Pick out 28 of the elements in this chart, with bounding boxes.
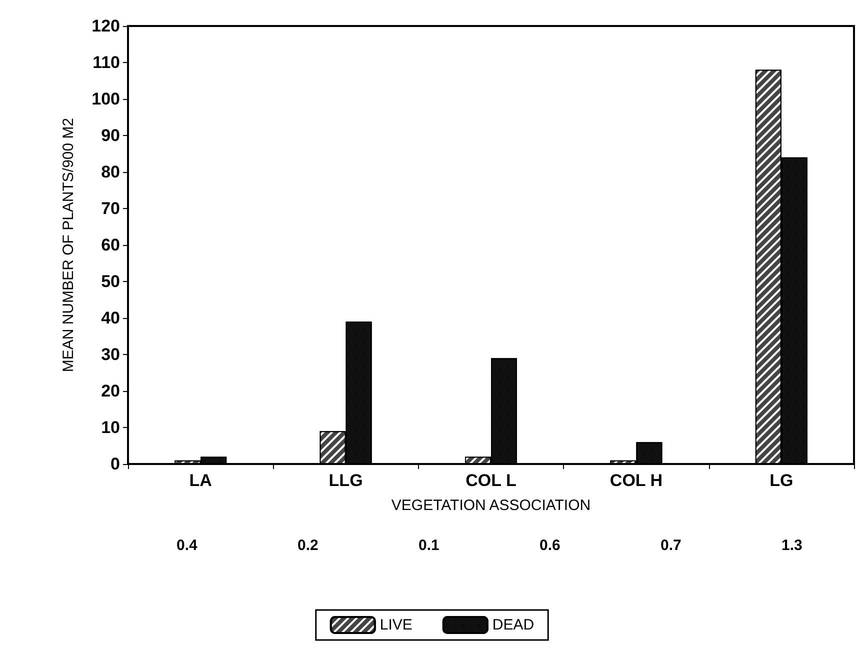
legend-label: DEAD bbox=[492, 616, 534, 634]
x-tick-label: COL L bbox=[466, 471, 516, 490]
y-tick-label: 110 bbox=[92, 53, 120, 72]
text: 1.3 bbox=[782, 537, 802, 554]
x-tick-label: COL H bbox=[610, 471, 662, 490]
text: 0.4 bbox=[176, 537, 198, 554]
text: 0.1 bbox=[418, 537, 440, 554]
x-tick-label: LG bbox=[770, 471, 794, 490]
y-tick-label: 100 bbox=[92, 90, 120, 108]
text: 0.6 bbox=[540, 537, 560, 554]
y-tick-label: 90 bbox=[101, 126, 120, 145]
x-axis-title: VEGETATION ASSOCIATION bbox=[391, 497, 591, 514]
y-tick-label: 60 bbox=[101, 236, 120, 254]
text: 0.2 bbox=[298, 537, 318, 554]
y-axis-title: MEAN NUMBER OF PLANTS/900 M2 bbox=[60, 118, 77, 372]
y-tick-label: 0 bbox=[110, 454, 120, 474]
y-tick-label: 50 bbox=[101, 272, 120, 291]
y-tick-label: 70 bbox=[101, 199, 120, 218]
legend-label: LIVE bbox=[380, 616, 412, 634]
y-tick-label: 30 bbox=[101, 345, 120, 364]
y-tick-label: 120 bbox=[92, 16, 120, 36]
y-tick-label: 80 bbox=[101, 162, 120, 182]
y-tick-label: 40 bbox=[101, 308, 120, 328]
y-tick-label: 20 bbox=[101, 382, 120, 400]
x-tick-label: LLG bbox=[328, 471, 363, 490]
text: 0.7 bbox=[660, 537, 682, 554]
y-tick-label: 10 bbox=[101, 418, 120, 437]
x-tick-label: LA bbox=[189, 471, 212, 490]
